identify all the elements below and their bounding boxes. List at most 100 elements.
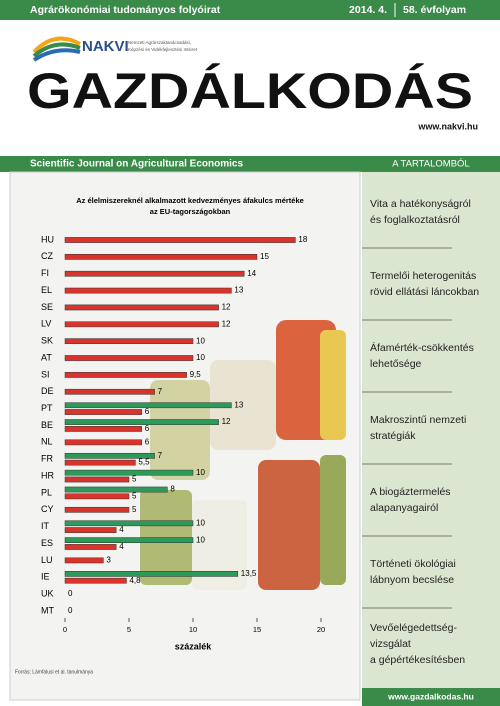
y-tick-label: HU — [41, 234, 54, 244]
value-label: 4 — [119, 542, 124, 551]
bar — [64, 486, 168, 493]
value-label: 7 — [158, 387, 163, 396]
contents-item: stratégiák — [370, 430, 416, 442]
y-tick-label: HR — [41, 470, 54, 480]
bar — [64, 338, 194, 345]
bar — [64, 577, 127, 584]
y-tick-label: UK — [41, 589, 54, 599]
chart: Az élelmiszereknél alkalmazott kedvezmén… — [15, 196, 325, 675]
contents-item: Történeti ökológiai — [370, 558, 456, 570]
logo-icon — [32, 36, 81, 62]
value-label: 14 — [247, 269, 256, 278]
bar — [64, 254, 258, 260]
bar — [64, 237, 296, 243]
contents-item: és foglalkoztatásról — [370, 214, 460, 226]
value-label: 5 — [132, 505, 137, 514]
bar — [64, 571, 239, 577]
bar — [64, 537, 194, 543]
y-tick-label: EL — [41, 285, 52, 295]
subtitle: Scientific Journal on Agricultural Econo… — [30, 159, 243, 170]
bar — [64, 439, 143, 446]
value-label: 7 — [158, 451, 163, 460]
x-tick-label: 20 — [317, 625, 325, 634]
value-label: 0 — [68, 606, 73, 615]
value-label: 10 — [196, 353, 205, 362]
y-tick-label: IE — [41, 572, 50, 582]
contents-item: Termelői heterogenitás — [370, 270, 476, 282]
x-tick-label: 0 — [63, 625, 67, 634]
value-label: 10 — [196, 535, 205, 544]
y-tick-label: CZ — [41, 251, 53, 261]
bar — [64, 476, 130, 483]
y-tick-label: SE — [41, 302, 53, 312]
y-tick-label: IT — [41, 521, 50, 531]
contents-item: lábnyom becslése — [370, 574, 454, 586]
y-tick-label: PL — [41, 487, 52, 497]
contents-item: a gépértékesítésben — [370, 654, 465, 666]
bar — [64, 409, 143, 415]
value-label: 5,5 — [138, 458, 150, 467]
y-tick-label: FR — [41, 454, 53, 464]
bar — [64, 287, 232, 294]
bar — [64, 321, 219, 328]
y-tick-label: FI — [41, 268, 49, 278]
x-tick-label: 10 — [189, 625, 197, 634]
contents-title: A TARTALOMBÓL — [392, 159, 469, 170]
contents-item: lehetősége — [370, 358, 422, 370]
footer-url: www.gazdalkodas.hu — [387, 691, 474, 701]
y-tick-label: SI — [41, 369, 50, 379]
bar — [64, 469, 194, 476]
logo-text: Nemzeti Agrárszaktanácsadási, — [128, 40, 191, 45]
contents-item: Vevőelégedettség- — [370, 622, 457, 634]
logo: NAKVI — [82, 38, 129, 55]
value-label: 0 — [68, 589, 73, 598]
contents-item: alapanyagairól — [370, 502, 438, 514]
value-label: 12 — [222, 417, 231, 426]
bar — [64, 419, 219, 425]
value-label: 12 — [222, 319, 231, 328]
y-tick-label: PT — [41, 403, 53, 413]
y-tick-label: DE — [41, 386, 54, 396]
bar — [64, 506, 130, 513]
y-tick-label: AT — [41, 352, 52, 362]
value-label: 18 — [298, 235, 307, 244]
volume: 58. évfolyam — [403, 4, 466, 16]
y-tick-label: LV — [41, 319, 51, 329]
bar — [64, 372, 187, 378]
value-label: 12 — [222, 303, 231, 312]
chart-title: az EU-tagországokban — [150, 207, 231, 216]
y-tick-label: SK — [41, 336, 53, 346]
value-label: 5 — [132, 475, 137, 484]
chart-title: Az élelmiszereknél alkalmazott kedvezmén… — [76, 196, 304, 205]
value-label: 13,5 — [241, 569, 257, 578]
y-tick-label: ES — [41, 538, 53, 548]
value-label: 8 — [170, 485, 175, 494]
bar — [64, 402, 232, 409]
source: Forrás: Lámfalusi et al. tanulmánya — [15, 669, 93, 675]
bar — [64, 426, 143, 432]
magazine-title: GAZDÁLKODÁS — [27, 63, 473, 119]
contents-item: Vita a hatékonyságról — [370, 198, 471, 210]
bar — [64, 493, 130, 500]
y-tick-label: MT — [41, 605, 54, 615]
x-tick-label: 15 — [253, 625, 261, 634]
bar — [64, 270, 245, 277]
value-label: 9,5 — [190, 370, 202, 379]
value-label: 10 — [196, 518, 205, 527]
value-label: 10 — [196, 336, 205, 345]
contents-item: vizsgálat — [370, 638, 411, 650]
bar — [64, 355, 194, 361]
logo-text: Képzési és Vidékfejlesztési Intézet — [128, 47, 198, 52]
value-label: 5 — [132, 491, 137, 500]
value-label: 15 — [260, 252, 269, 261]
value-label: 4,8 — [129, 576, 141, 585]
contents-list: Vita a hatékonyságról és foglalkoztatásró… — [362, 198, 479, 666]
contents-item: rövid ellátási láncokban — [370, 286, 479, 298]
contents-item: Áfamérték-csökkentés — [370, 341, 474, 354]
x-tick-label: 5 — [127, 625, 131, 634]
value-label: 10 — [196, 468, 205, 477]
bar — [64, 388, 155, 395]
y-tick-label: BE — [41, 420, 53, 430]
value-label: 6 — [145, 407, 150, 416]
